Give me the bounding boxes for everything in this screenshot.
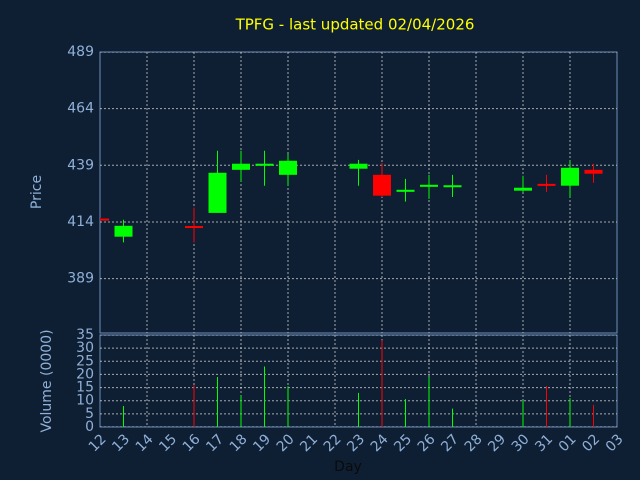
x-tick-label: 19	[250, 431, 274, 455]
candle-body	[396, 189, 415, 192]
candle-body	[255, 163, 274, 166]
volume-tick-label: 5	[85, 406, 94, 422]
y-tick-label: 414	[67, 214, 94, 230]
volume-tick-label: 10	[76, 393, 94, 409]
x-tick-label: 25	[391, 431, 415, 455]
x-tick-label: 28	[462, 431, 486, 455]
candle-body	[185, 226, 203, 229]
candle-body	[373, 174, 391, 196]
candle-body	[443, 185, 462, 188]
x-tick-label: 24	[368, 431, 392, 455]
x-tick-label: 30	[509, 431, 533, 455]
x-tick-label: 13	[109, 431, 133, 455]
candle-body	[279, 160, 297, 175]
candle-body	[232, 163, 250, 170]
volume-tick-label: 35	[76, 327, 94, 343]
candle-body	[114, 225, 133, 237]
volume-tick-label: 20	[76, 366, 94, 382]
y-tick-label: 389	[67, 271, 94, 287]
x-tick-label: 29	[485, 431, 509, 455]
x-tick-label: 02	[579, 431, 603, 455]
x-tick-label: 26	[415, 431, 439, 455]
candle-body	[420, 184, 438, 187]
volume-tick-label: 0	[85, 419, 94, 435]
x-tick-label: 01	[556, 431, 580, 455]
x-tick-label: 16	[180, 431, 204, 455]
x-tick-label: 21	[297, 431, 321, 455]
candle-body	[584, 169, 603, 174]
x-tick-label: 15	[156, 431, 180, 455]
x-tick-label: 14	[133, 431, 157, 455]
x-tick-label: 20	[274, 431, 298, 455]
y-tick-label: 439	[67, 157, 94, 173]
candle-body	[100, 218, 109, 221]
x-tick-label: 18	[227, 431, 251, 455]
x-tick-label: 23	[344, 431, 368, 455]
volume-tick-label: 15	[76, 380, 94, 396]
candle-body	[561, 167, 579, 186]
volume-axis-label: Volume (0000)	[39, 329, 55, 432]
price-panel	[99, 51, 618, 334]
x-tick-label: 22	[321, 431, 345, 455]
volume-tick-label: 25	[76, 353, 94, 369]
x-axis-label: Day	[334, 459, 362, 475]
candle-body	[537, 183, 556, 186]
chart-title: TPFG - last updated 02/04/2026	[235, 16, 475, 34]
x-tick-label: 03	[603, 431, 627, 455]
y-axis-label: Price	[29, 175, 45, 209]
x-tick-label: 31	[532, 431, 556, 455]
y-tick-label: 464	[67, 101, 94, 117]
x-tick-label: 17	[203, 431, 227, 455]
candle-body	[349, 163, 368, 169]
candle-body	[208, 172, 227, 213]
volume-tick-label: 30	[76, 340, 94, 356]
candle-body	[514, 187, 532, 191]
y-tick-label: 489	[67, 44, 94, 60]
x-tick-label: 27	[438, 431, 462, 455]
